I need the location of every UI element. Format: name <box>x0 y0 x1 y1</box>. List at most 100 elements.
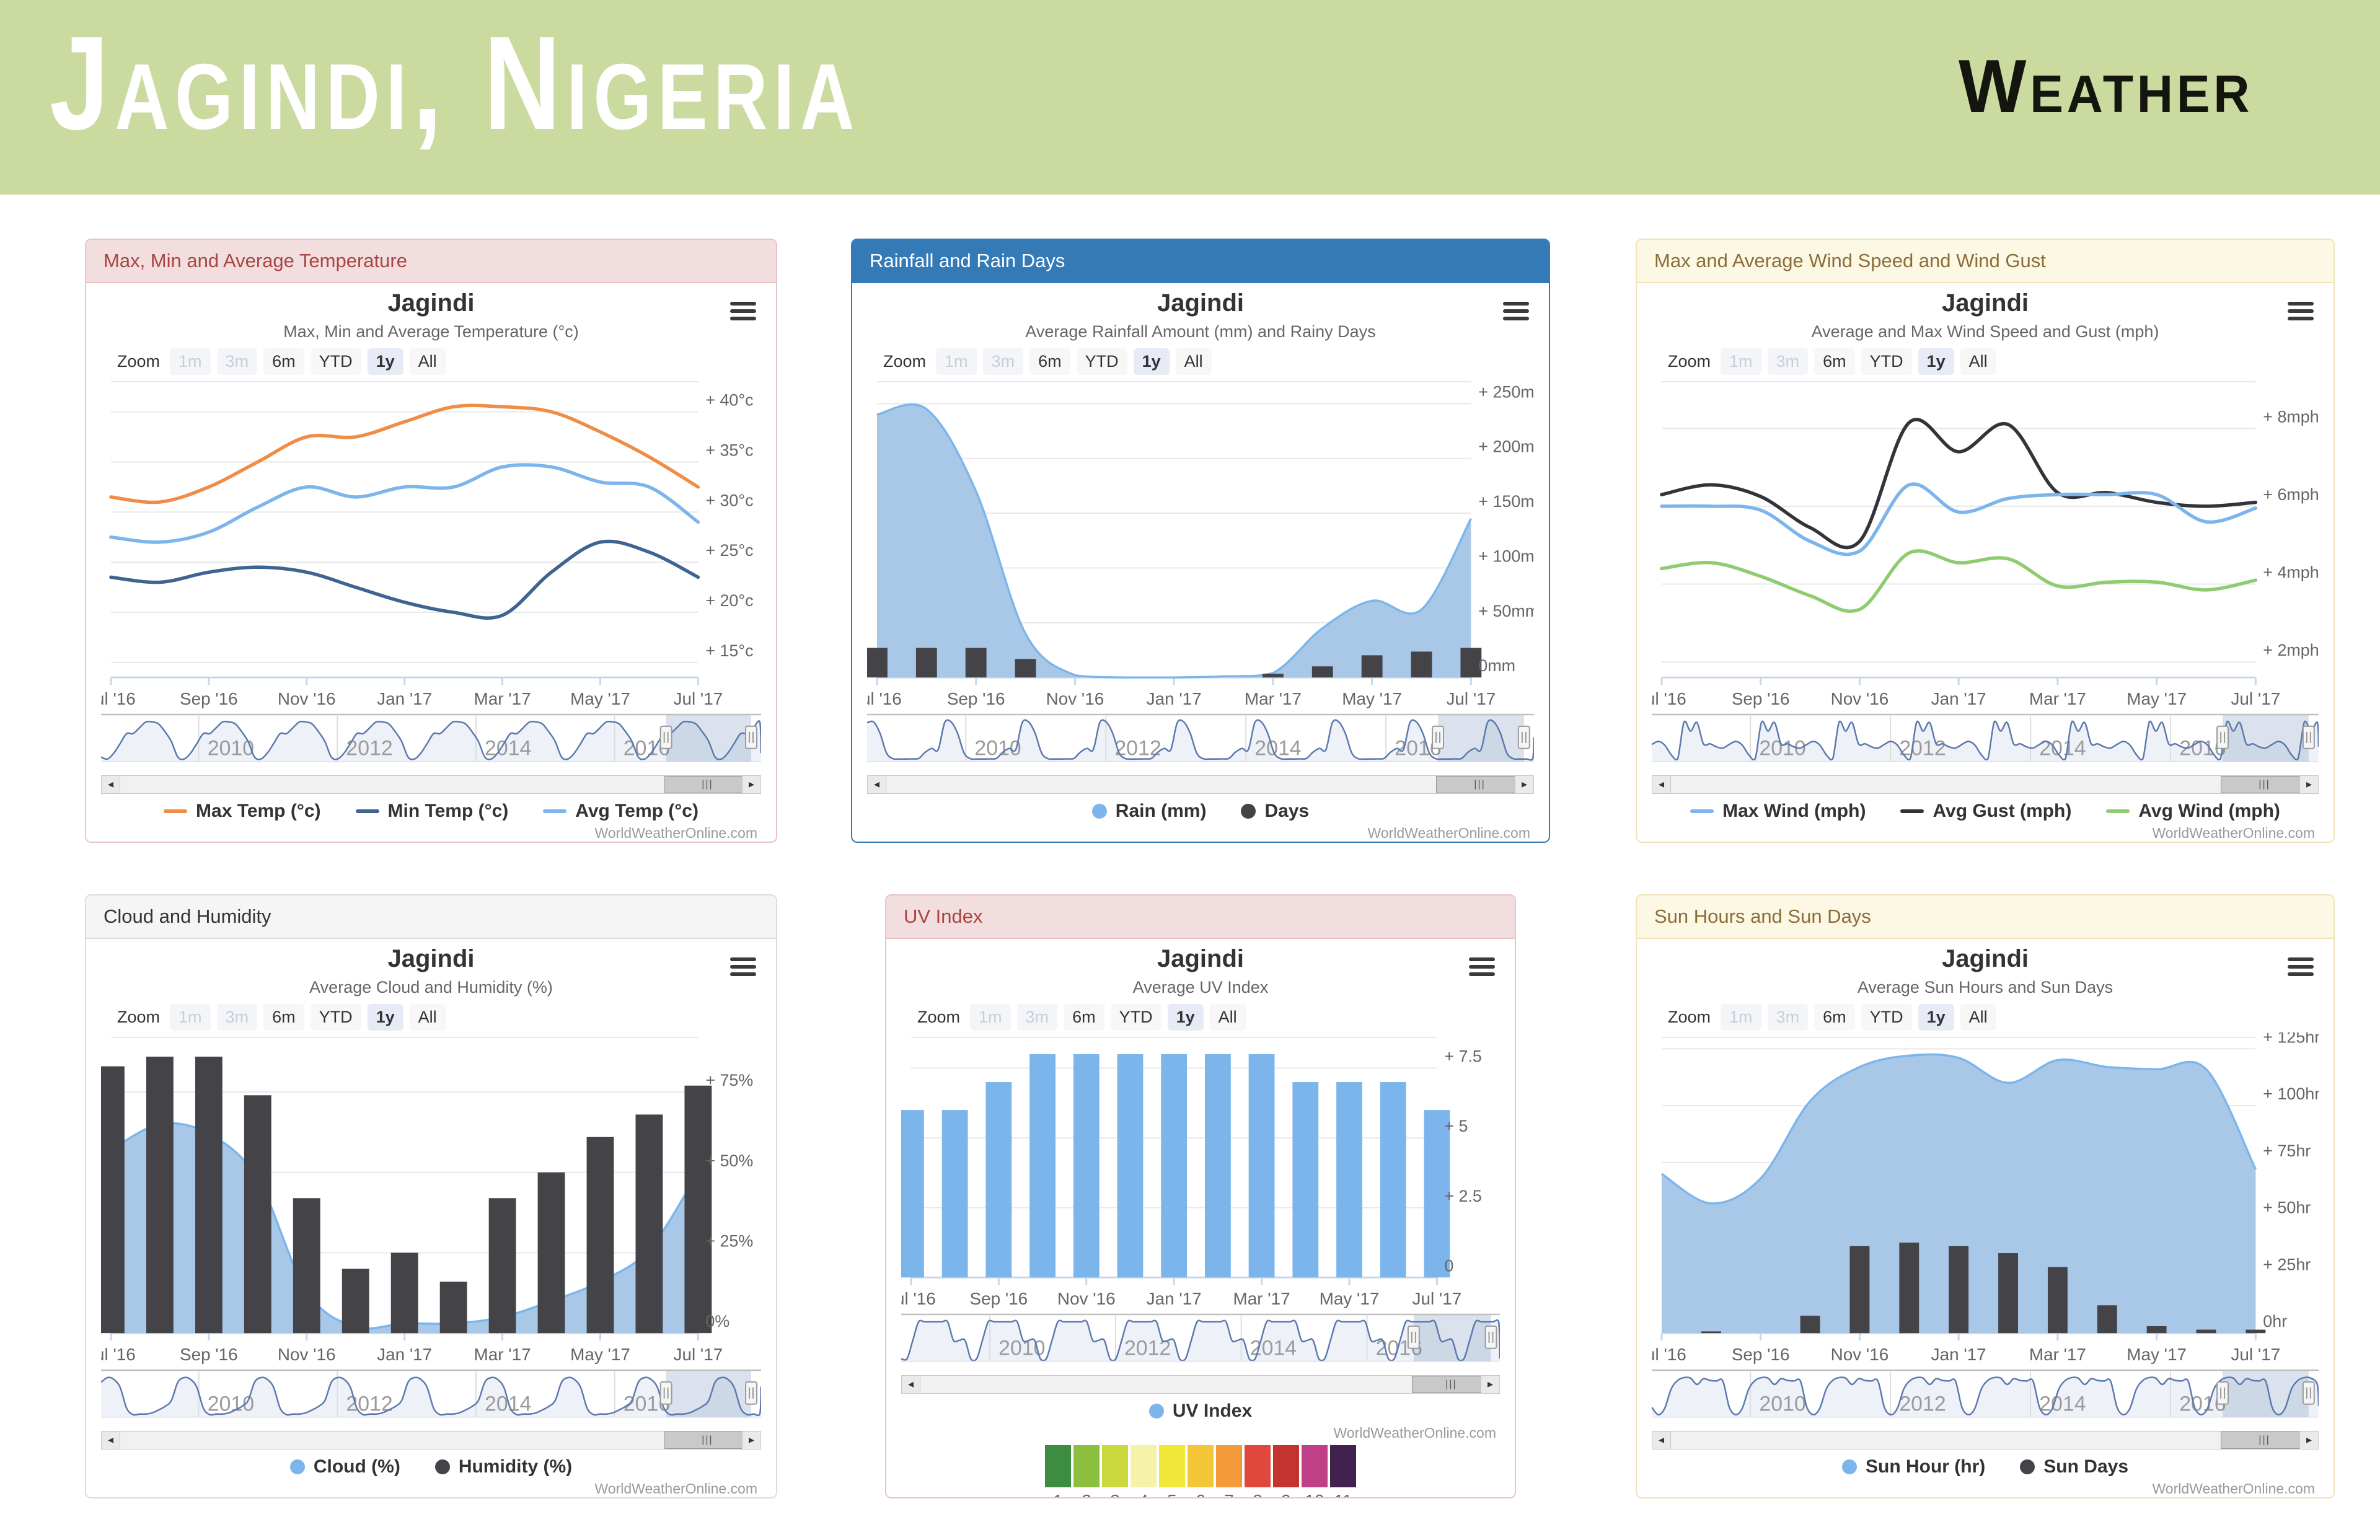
credit-link[interactable]: WorldWeatherOnline.com <box>2152 1480 2315 1497</box>
credit-link[interactable]: WorldWeatherOnline.com <box>594 1480 757 1497</box>
legend-item[interactable]: Avg Gust (mph) <box>1900 801 2071 822</box>
scrollbar-thumb[interactable] <box>1436 775 1523 793</box>
zoom-button-ytd[interactable]: YTD <box>1861 1003 1912 1031</box>
legend-item[interactable]: Rain (mm) <box>1091 801 1206 822</box>
legend-label: Days <box>1264 800 1310 821</box>
zoom-button-ytd[interactable]: YTD <box>310 348 361 375</box>
zoom-button-6m[interactable]: 6m <box>263 1003 304 1031</box>
zoom-button-all[interactable]: All <box>1209 1003 1246 1031</box>
zoom-button-all[interactable]: All <box>409 348 446 375</box>
zoom-button-all[interactable]: All <box>1960 348 1996 375</box>
navigator-scrollbar[interactable] <box>867 775 1534 794</box>
hamburger-menu-icon[interactable] <box>2288 302 2314 324</box>
svg-text:Jul '16: Jul '16 <box>101 689 136 708</box>
navigator-scrollbar[interactable] <box>101 1430 761 1450</box>
credit-link[interactable]: WorldWeatherOnline.com <box>594 824 757 841</box>
scrollbar-thumb[interactable] <box>1412 1375 1491 1393</box>
hamburger-menu-icon[interactable] <box>1503 302 1529 324</box>
zoom-button-1y[interactable]: 1y <box>367 1003 403 1031</box>
svg-text:0mm: 0mm <box>1478 656 1515 675</box>
main-chart[interactable]: Jul '16 Sep '16 Nov '16 Jan '17 Mar '17 May '… <box>867 377 1534 713</box>
main-chart[interactable]: Jul '16 Sep '16 Nov '16 Jan '17 Mar '17 May '… <box>1652 1032 2319 1369</box>
uv-scale-number: 9 <box>1281 1491 1291 1497</box>
zoom-button-all[interactable]: All <box>1175 348 1212 375</box>
zoom-button-all[interactable]: All <box>409 1003 446 1031</box>
legend-item[interactable]: Avg Temp (°c) <box>543 801 699 822</box>
main-chart[interactable]: Jul '16 Sep '16 Nov '16 Jan '17 Mar '17 May '… <box>1652 377 2319 713</box>
navigator[interactable]: 2010 2012 2014 2016 <box>101 1369 761 1431</box>
hamburger-menu-icon[interactable] <box>2288 957 2314 980</box>
main-chart[interactable]: Jul '16 Sep '16 Nov '16 Jan '17 Mar '17 May '… <box>101 377 761 713</box>
svg-text:Mar '17: Mar '17 <box>1245 689 1302 708</box>
legend-item[interactable]: Avg Wind (mph) <box>2106 801 2280 822</box>
hamburger-menu-icon[interactable] <box>730 957 756 980</box>
legend-label: Sun Hour (hr) <box>1865 1456 1986 1477</box>
zoom-button-ytd[interactable]: YTD <box>310 1003 361 1031</box>
legend-item[interactable]: Min Temp (°c) <box>355 801 508 822</box>
legend-item[interactable]: Sun Days <box>2020 1456 2128 1477</box>
svg-text:+ 250mm: + 250mm <box>1478 382 1534 401</box>
svg-text:Jan '17: Jan '17 <box>1931 689 1986 708</box>
zoom-button-6m[interactable]: 6m <box>1064 1003 1104 1031</box>
zoom-button-all[interactable]: All <box>1960 1003 1996 1031</box>
zoom-button-ytd[interactable]: YTD <box>1861 348 1912 375</box>
zoom-button-1y[interactable]: 1y <box>367 348 403 375</box>
zoom-button-ytd[interactable]: YTD <box>1076 348 1127 375</box>
zoom-button-6m[interactable]: 6m <box>1814 348 1855 375</box>
legend-item[interactable]: Days <box>1241 801 1309 822</box>
navigator-scrollbar[interactable] <box>1652 775 2319 794</box>
svg-text:2012: 2012 <box>346 737 392 760</box>
navigator-scrollbar[interactable] <box>901 1375 1500 1394</box>
scroll-left-arrow-icon[interactable] <box>102 1431 120 1449</box>
header-brand: Weather <box>1958 44 2253 128</box>
credit-link[interactable]: WorldWeatherOnline.com <box>1333 1424 1496 1441</box>
navigator-scrollbar[interactable] <box>1652 1430 2319 1450</box>
credit-link[interactable]: WorldWeatherOnline.com <box>2152 824 2315 841</box>
legend-item[interactable]: Cloud (%) <box>289 1456 400 1477</box>
scrollbar-thumb[interactable] <box>664 775 751 793</box>
main-chart[interactable]: Jul '16 Sep '16 Nov '16 Jan '17 Mar '17 May '… <box>901 1032 1500 1313</box>
main-chart[interactable]: Jul '16 Sep '16 Nov '16 Jan '17 Mar '17 May '… <box>101 1032 761 1369</box>
scroll-right-arrow-icon[interactable] <box>742 1431 760 1449</box>
navigator[interactable]: 2010 2012 2014 2016 <box>1652 713 2319 775</box>
scroll-left-arrow-icon[interactable] <box>902 1375 920 1393</box>
scroll-left-arrow-icon[interactable] <box>102 775 120 793</box>
zoom-button-1y[interactable]: 1y <box>1133 348 1170 375</box>
line-dash-marker-icon <box>1900 809 1924 813</box>
scroll-left-arrow-icon[interactable] <box>868 775 886 793</box>
zoom-button-6m[interactable]: 6m <box>1029 348 1070 375</box>
uv-scale-step: 1 <box>1045 1445 1071 1497</box>
scroll-right-arrow-icon[interactable] <box>2299 1431 2318 1449</box>
scroll-right-arrow-icon[interactable] <box>2299 775 2318 793</box>
credit-link[interactable]: WorldWeatherOnline.com <box>1367 824 1530 841</box>
legend-item[interactable]: Humidity (%) <box>434 1456 572 1477</box>
scroll-right-arrow-icon[interactable] <box>1515 775 1533 793</box>
navigator[interactable]: 2010 2012 2014 2016 <box>867 713 1534 775</box>
scroll-right-arrow-icon[interactable] <box>1481 1375 1499 1393</box>
zoom-button-ytd[interactable]: YTD <box>1110 1003 1161 1031</box>
page-header: Jagindi, Nigeria Weather <box>0 0 2380 195</box>
scrollbar-thumb[interactable] <box>2221 1431 2308 1449</box>
navigator[interactable]: 2010 2012 2014 2016 <box>1652 1369 2319 1431</box>
zoom-button-1y[interactable]: 1y <box>1918 348 1954 375</box>
scrollbar-thumb[interactable] <box>664 1431 751 1449</box>
scroll-left-arrow-icon[interactable] <box>1652 775 1671 793</box>
zoom-button-1y[interactable]: 1y <box>1918 1003 1954 1031</box>
navigator[interactable]: 2010 2012 2014 2016 <box>101 713 761 775</box>
zoom-button-6m[interactable]: 6m <box>1814 1003 1855 1031</box>
navigator[interactable]: 2010 2012 2014 2016 <box>901 1313 1500 1375</box>
legend-item[interactable]: UV Index <box>1148 1401 1252 1422</box>
navigator-scrollbar[interactable] <box>101 775 761 794</box>
hamburger-menu-icon[interactable] <box>730 302 756 324</box>
zoom-button-6m[interactable]: 6m <box>263 348 304 375</box>
zoom-controls: Zoom 1m 3m 6m YTD 1y All <box>117 348 761 375</box>
scroll-left-arrow-icon[interactable] <box>1652 1431 1671 1449</box>
scrollbar-thumb[interactable] <box>2221 775 2308 793</box>
zoom-button-1y[interactable]: 1y <box>1167 1003 1204 1031</box>
uv-scale-swatch <box>1045 1445 1071 1487</box>
legend-item[interactable]: Max Wind (mph) <box>1690 801 1866 822</box>
scroll-right-arrow-icon[interactable] <box>742 775 760 793</box>
legend-item[interactable]: Sun Hour (hr) <box>1841 1456 1986 1477</box>
legend-item[interactable]: Max Temp (°c) <box>164 801 321 822</box>
hamburger-menu-icon[interactable] <box>1469 957 1495 980</box>
